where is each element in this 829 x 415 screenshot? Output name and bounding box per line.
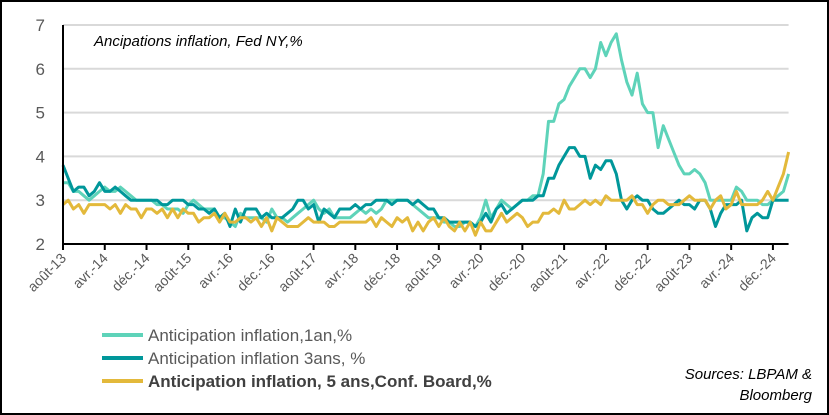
legend-label-2: Anticipation inflation 3ans, % [148,349,365,368]
legend: Anticipation inflation,1an,% Anticipation… [102,326,492,391]
y-tick-label: 3 [36,191,45,210]
x-tick-label: avr.-24 [696,250,738,292]
x-tick-label: avr.-22 [570,250,612,292]
x-tick-label: déc.-20 [484,250,528,294]
y-tick-label: 5 [36,104,45,123]
source-line-1: Sources: LBPAM & [685,366,812,383]
x-tick-label: déc.-18 [359,250,403,294]
x-tick-label: déc.-16 [234,250,278,294]
x-tick-label: déc.-24 [735,250,779,294]
x-tick-label: août-13 [24,250,69,295]
x-tick-label: avr.-20 [445,250,487,292]
x-tick-label: août-17 [275,250,320,295]
series-line-2 [61,146,789,233]
series-line-3 [62,151,791,237]
x-tick-label: avr.-14 [69,250,111,292]
legend-label-3: Anticipation inflation, 5 ans,Conf. Boar… [148,372,492,391]
y-tick-label: 7 [36,16,45,35]
x-tick-label: août-23 [651,250,696,295]
x-tick-label: déc.-14 [108,250,152,294]
y-tick-label: 4 [36,147,45,166]
y-tick-label: 2 [36,235,45,254]
chart-title: Ancipations inflation, Fed NY,% [93,33,303,50]
y-tick-label: 6 [36,60,45,79]
x-tick-label: août-15 [150,250,195,295]
source-line-2: Bloomberg [739,387,812,404]
x-tick-label: avr.-18 [320,250,362,292]
x-tick-label: août-19 [400,250,445,295]
legend-label-1: Anticipation inflation,1an,% [148,326,352,345]
x-tick-label: déc.-22 [609,250,653,294]
series-line-1 [63,32,791,228]
x-tick-label: août-21 [525,250,570,295]
x-tick-label: avr.-16 [195,250,237,292]
